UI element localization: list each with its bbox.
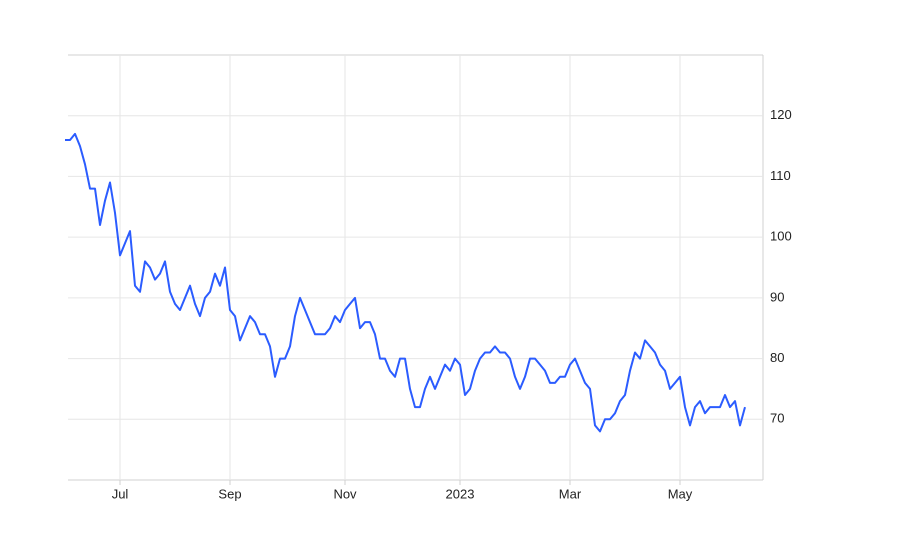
y-tick-label: 70 (770, 411, 784, 426)
x-tick-label: Jul (112, 486, 129, 501)
x-tick-label: Mar (559, 486, 582, 501)
y-tick-label: 110 (770, 168, 791, 183)
x-tick-label: Sep (218, 486, 241, 501)
y-tick-label: 120 (770, 107, 792, 122)
x-tick-label: May (668, 486, 693, 501)
x-tick-label: 2023 (446, 486, 475, 501)
x-tick-label: Nov (333, 486, 357, 501)
line-series (65, 132, 746, 433)
y-tick-label: 80 (770, 350, 784, 365)
y-tick-label: 90 (770, 289, 784, 304)
y-tick-label: 100 (770, 229, 792, 244)
